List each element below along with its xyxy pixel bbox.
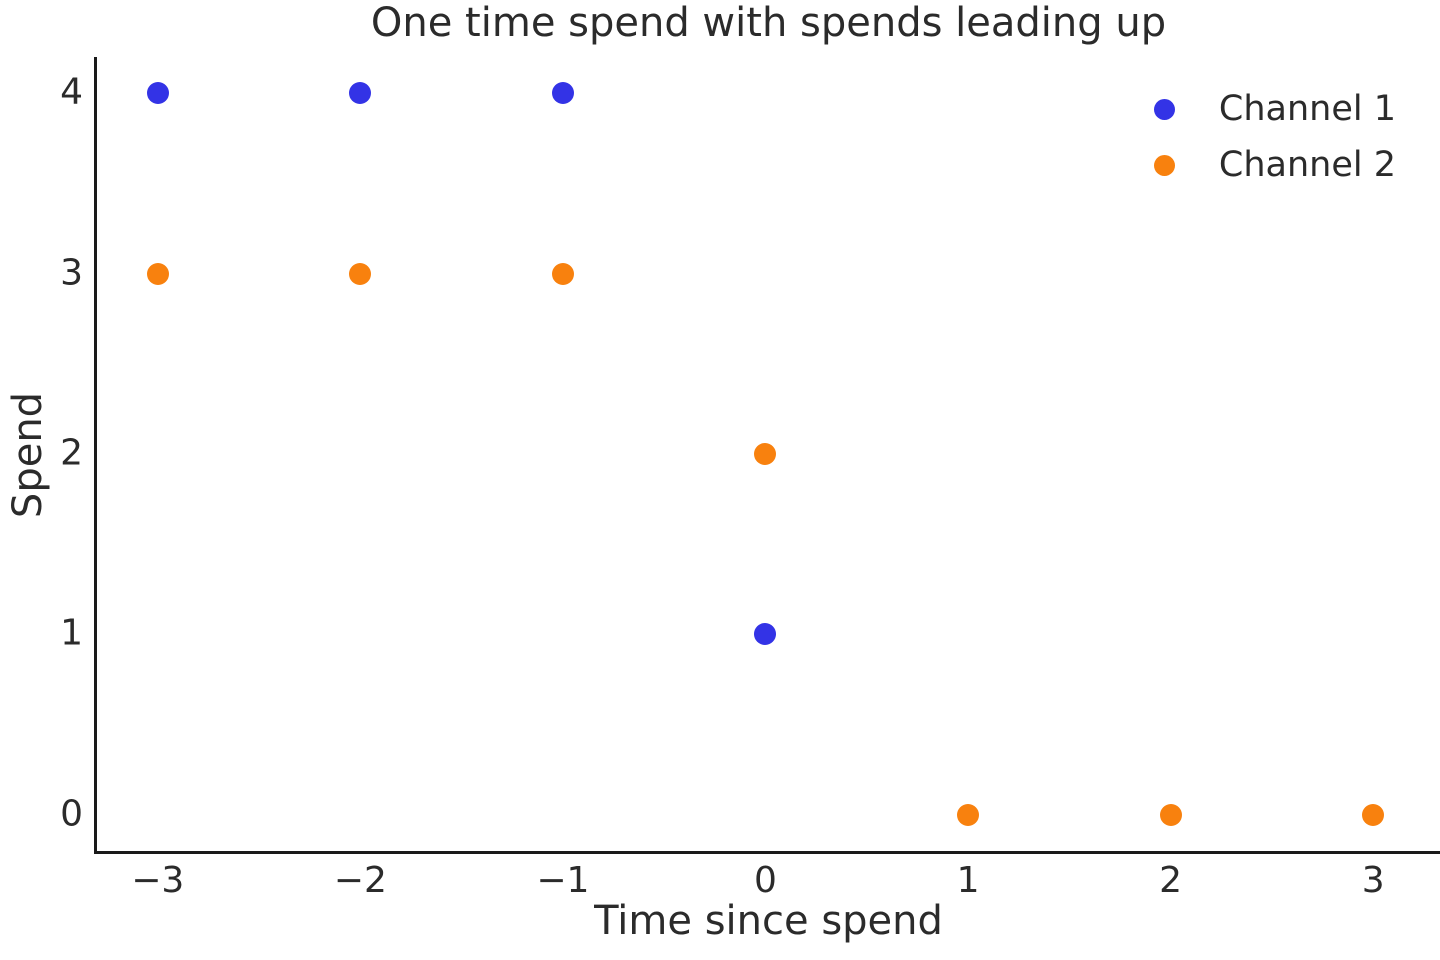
y-tick-label: 0 (60, 793, 83, 835)
y-axis-label: Spend (5, 391, 51, 519)
chart-title: One time spend with spends leading up (370, 0, 1167, 46)
legend: Channel 1 Channel 2 (1153, 88, 1396, 186)
x-axis-label: Time since spend (594, 898, 943, 944)
data-point (551, 262, 574, 285)
data-point (146, 262, 169, 285)
y-tick-label: 4 (60, 71, 83, 113)
x-tick-label: 2 (1159, 860, 1183, 901)
data-point (551, 82, 574, 105)
y-axis-spine (94, 57, 97, 854)
data-point (754, 623, 777, 646)
legend-item-channel-1: Channel 1 (1153, 88, 1396, 130)
x-axis-spine (94, 851, 1440, 854)
legend-item-channel-2: Channel 2 (1153, 144, 1396, 186)
channel-1-marker-icon (1153, 98, 1175, 120)
legend-label-channel-1: Channel 1 (1218, 89, 1396, 129)
data-point (146, 82, 169, 105)
data-point (1362, 803, 1385, 826)
plot-area: −3 −2 −1 0 1 2 3 0 1 2 3 4 (60, 57, 1440, 901)
data-point (754, 443, 777, 465)
x-tick-label: 1 (956, 860, 980, 901)
channel-2-marker-icon (1153, 154, 1175, 176)
x-tick-label: 3 (1361, 860, 1385, 901)
y-tick-label: 3 (60, 251, 83, 293)
data-point (349, 82, 372, 105)
data-point (1159, 803, 1182, 826)
y-tick-label: 1 (60, 612, 83, 654)
y-tick-label: 2 (60, 432, 83, 474)
x-tick-label: −3 (131, 860, 185, 901)
legend-label-channel-2: Channel 2 (1218, 145, 1396, 185)
data-point (349, 262, 372, 285)
x-tick-label: 0 (754, 860, 777, 901)
x-tick-label: −1 (536, 860, 590, 901)
data-point (957, 803, 980, 826)
x-tick-label: −2 (333, 860, 387, 901)
